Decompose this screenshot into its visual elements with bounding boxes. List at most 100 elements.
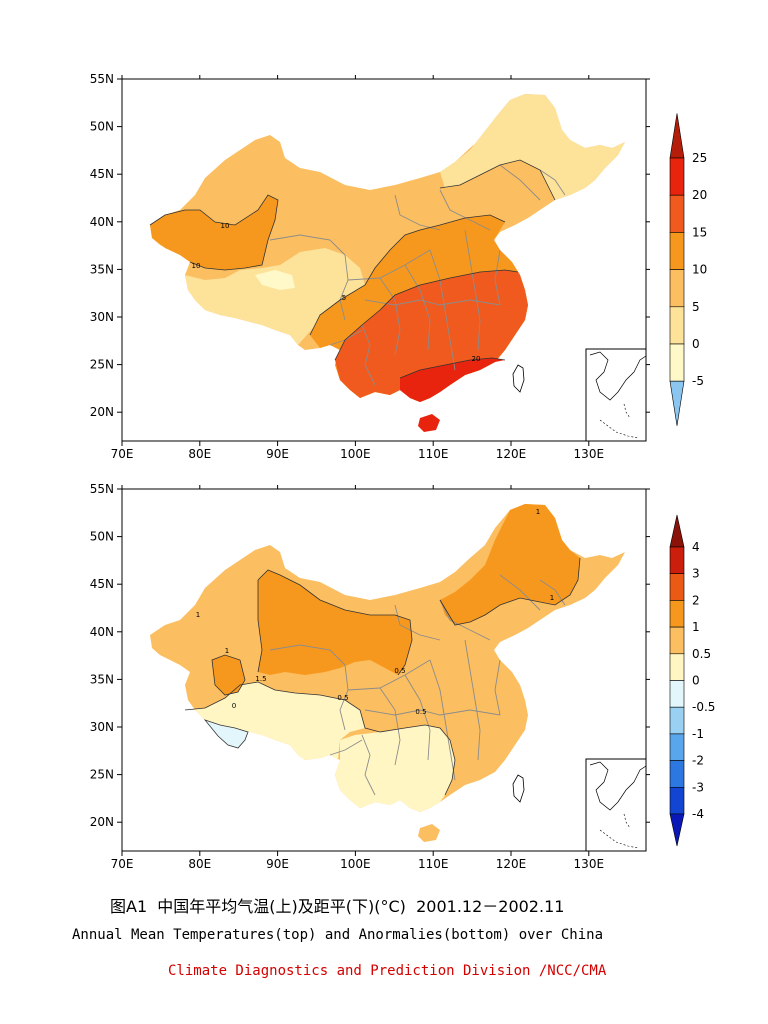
contour-label: 1: [225, 647, 229, 655]
lon-tick-label: 120E: [496, 857, 527, 871]
contour-label: 10: [192, 262, 201, 270]
china-anomaly-field: [150, 504, 625, 842]
contour-label: 1.5: [255, 675, 266, 683]
lat-tick-label: 50N: [90, 530, 114, 544]
lat-tick-label: 45N: [90, 167, 114, 181]
contour-label: 1: [536, 508, 540, 516]
colorbar-segment: [669, 232, 685, 270]
colorbar-label: -0.5: [692, 700, 715, 714]
lat-tick-label: 35N: [90, 262, 114, 276]
lat-tick-label: 35N: [90, 672, 114, 686]
lat-tick-label: 30N: [90, 720, 114, 734]
contour-value-labels: 10 10 5 20: [192, 222, 481, 363]
lat-tick-label: 25N: [90, 768, 114, 782]
colorbar-label: 5: [692, 300, 700, 314]
province-boundaries: [269, 574, 566, 796]
colorbar-label: -2: [692, 754, 704, 768]
contour-label: 20: [472, 355, 481, 363]
lat-tick-label: 30N: [90, 310, 114, 324]
colorbar-segment: [669, 194, 685, 233]
lon-tick-label: 70E: [111, 857, 134, 871]
colorbar-segment: [669, 573, 685, 601]
contour-label: 10: [221, 222, 230, 230]
lat-tick-label: 20N: [90, 405, 114, 419]
lat-tick-label: 25N: [90, 358, 114, 372]
colorbar-segment: [669, 306, 685, 345]
map-top: 10 10 5 20 55N 50N 45N 40N 35N 30N 25N 20N 70E 80…: [90, 72, 650, 461]
colorbar-label: 3: [692, 567, 700, 581]
colorbar-segment: [669, 653, 685, 681]
lat-tick-label: 45N: [90, 577, 114, 591]
lon-tick-label: 120E: [496, 447, 527, 461]
lon-tick-label: 110E: [418, 857, 449, 871]
colorbar-label: 1: [692, 620, 700, 634]
lon-tick-label: 70E: [111, 447, 134, 461]
colorbar-segment: [669, 786, 685, 815]
lon-tick-label: 110E: [418, 447, 449, 461]
contour-label: 1: [550, 594, 554, 602]
axis-ticks: 55N 50N 45N 40N 35N 30N 25N 20N 70E 80E 90E 100E 110…: [90, 72, 650, 461]
colorbar-label: 4: [692, 540, 700, 554]
china-temperature-field: [150, 94, 625, 432]
colorbar-segment: [669, 600, 685, 628]
figure-credit: Climate Diagnostics and Prediction Divis…: [168, 963, 607, 979]
contour-label: 0.5: [394, 667, 405, 675]
colorbar-label: 20: [692, 188, 707, 202]
colorbar-cap: [669, 514, 685, 548]
province-boundaries: [269, 164, 566, 386]
lat-tick-label: 20N: [90, 815, 114, 829]
colorbar-cap: [669, 380, 685, 426]
contour-label: 0.5: [415, 708, 426, 716]
colorbar-label: -3: [692, 780, 704, 794]
colorbar-segment: [669, 269, 685, 308]
lon-tick-label: 90E: [266, 447, 289, 461]
contour-value-labels: 1 1 1 1.5 0 0.5 0.5 1 0.5: [196, 508, 554, 716]
colorbar-label: 0: [692, 674, 700, 688]
figure-subtitle: Annual Mean Temperatures(top) and Anorma…: [72, 927, 604, 943]
map-bottom: 1 1 1 1.5 0 0.5 0.5 1 0.5 55N 50N 45N 40N 35…: [90, 482, 650, 871]
contour-label: 0.5: [337, 694, 348, 702]
colorbar-segment: [669, 760, 685, 788]
contour-label: 1: [196, 611, 200, 619]
colorbar-cap: [669, 113, 685, 159]
lon-tick-label: 130E: [574, 857, 605, 871]
lon-tick-label: 90E: [266, 857, 289, 871]
contour-label: 0: [232, 702, 236, 710]
lat-tick-label: 50N: [90, 120, 114, 134]
colorbar-segment: [669, 157, 685, 196]
contour-label: 5: [342, 294, 346, 302]
lat-tick-label: 55N: [90, 482, 114, 496]
colorbar-label: 15: [692, 225, 707, 239]
colorbar-segment: [669, 626, 685, 655]
colorbar-label: 2: [692, 593, 700, 607]
colorbar-label: -4: [692, 807, 704, 821]
colorbar-segment: [669, 546, 685, 575]
lat-tick-label: 55N: [90, 72, 114, 86]
lon-tick-label: 100E: [340, 447, 371, 461]
lat-tick-label: 40N: [90, 625, 114, 639]
colorbar-cap: [669, 813, 685, 847]
colorbar-segment: [669, 680, 685, 708]
map-frame: [121, 78, 647, 442]
south-china-sea-inset: [585, 348, 646, 441]
lon-tick-label: 80E: [188, 447, 211, 461]
colorbar-top: 25 20 15 10 5 0 -5: [669, 113, 707, 426]
colorbar-label: 0.5: [692, 647, 711, 661]
colorbar-label: 25: [692, 151, 707, 165]
lon-tick-label: 130E: [574, 447, 605, 461]
lon-tick-label: 80E: [188, 857, 211, 871]
colorbar-segment: [669, 706, 685, 735]
south-china-sea-inset: [585, 758, 646, 851]
colorbar-segment: [669, 343, 685, 382]
contour-lines: [149, 159, 556, 379]
lon-tick-label: 100E: [340, 857, 371, 871]
colorbar-bottom: 4 3 2 1 0.5 0 -0.5 -1 -2 -3 -4: [669, 514, 715, 847]
colorbar-label: -1: [692, 727, 704, 741]
figure-caption: 图A1 中国年平均气温(上)及距平(下)(°C) 2001.12－2002.11: [110, 897, 565, 916]
colorbar-label: 0: [692, 337, 700, 351]
colorbar-segment: [669, 733, 685, 761]
lat-tick-label: 40N: [90, 215, 114, 229]
colorbar-label: 10: [692, 263, 707, 277]
